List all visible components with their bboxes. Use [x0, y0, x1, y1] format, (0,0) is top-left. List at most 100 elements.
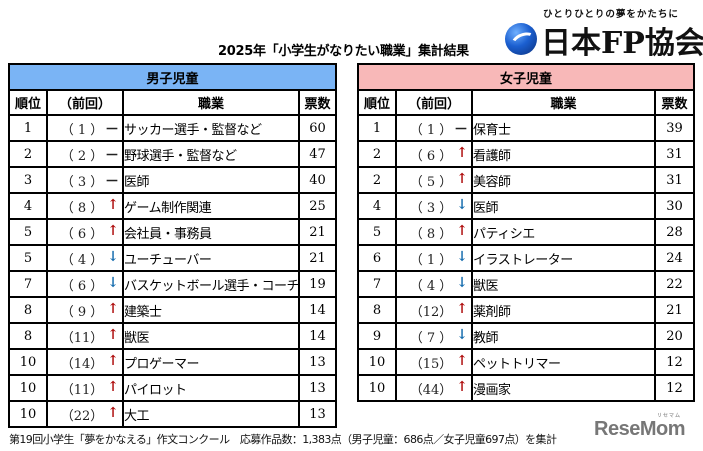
previous-rank-cell: （ 1 ）－: [46, 114, 124, 142]
rank-cell: 2: [357, 140, 397, 168]
previous-rank-cell: （15） ↑: [395, 348, 473, 376]
table-row: 3 （ 3 ）－医師 40: [8, 166, 338, 194]
previous-rank: （44）: [409, 382, 453, 398]
rank-cell: 4: [8, 192, 48, 220]
previous-rank: （ 8 ）: [409, 226, 453, 242]
votes-cell: 31: [653, 166, 696, 194]
table-row: 7 （ 4 ） ↓ 獣医 22: [357, 270, 696, 298]
job-cell: 薬剤師: [471, 296, 656, 324]
previous-rank: （11）: [60, 330, 104, 346]
previous-rank-cell: （ 5 ） ↑: [395, 166, 473, 194]
table-row: 8 （ 9 ） ↑ 建築士 14: [8, 296, 338, 324]
logo-name: 日本FP協会: [541, 26, 703, 61]
previous-rank-cell: （ 6 ） ↑: [46, 218, 124, 246]
job-cell: 野球選手・監督など: [122, 140, 300, 168]
previous-rank-cell: （11） ↑: [46, 374, 124, 402]
rank-cell: 8: [8, 296, 48, 324]
arrow-up-icon: ↑: [107, 223, 119, 239]
watermark-sub: リセマム: [656, 413, 681, 419]
votes-cell: 25: [297, 192, 338, 220]
previous-rank: （ 1 ）: [409, 252, 453, 268]
votes-cell: 19: [297, 270, 338, 298]
votes-cell: 14: [297, 296, 338, 324]
previous-rank-cell: （ 7 ） ↓: [395, 322, 473, 350]
previous-rank: （ 2 ）: [60, 148, 104, 164]
rank-cell: 4: [357, 192, 397, 220]
dash-icon: －: [454, 122, 468, 138]
arrow-down-icon: ↓: [456, 249, 468, 265]
rank-cell: 10: [357, 348, 397, 376]
table-row: 10 （44） ↑ 漫画家 12: [357, 374, 696, 402]
votes-cell: 20: [653, 322, 696, 350]
arrow-up-icon: ↑: [107, 405, 119, 421]
votes-cell: 13: [297, 374, 338, 402]
rank-cell: 3: [8, 166, 48, 194]
boys-ranking-table: 男子児童 順位 （前回） 職業 票数 1 （ 1 ）－サッカー選手・監督など 60 2…: [7, 63, 338, 428]
rank-cell: 5: [8, 218, 48, 246]
boys-header: 男子児童: [7, 63, 338, 91]
previous-rank-cell: （ 9 ） ↑: [46, 296, 124, 324]
job-cell: パイロット: [122, 374, 300, 402]
rank-cell: 8: [8, 322, 48, 350]
job-cell: 看護師: [471, 140, 656, 168]
column-votes: 票数: [653, 89, 696, 116]
previous-rank: （ 1 ）: [60, 122, 104, 138]
previous-rank-cell: （ 1 ）－: [395, 114, 473, 142]
arrow-down-icon: ↓: [456, 327, 468, 343]
job-cell: 美容師: [471, 166, 656, 194]
rank-cell: 10: [8, 400, 48, 428]
job-cell: プロゲーマー: [122, 348, 300, 376]
rank-cell: 10: [8, 348, 48, 376]
job-cell: 保育士: [471, 114, 656, 142]
arrow-up-icon: ↑: [456, 171, 468, 187]
table-row: 10 （11） ↑ パイロット 13: [8, 374, 338, 402]
table-row: 4 （ 3 ） ↓ 医師 30: [357, 192, 696, 220]
previous-rank: （ 5 ）: [409, 174, 453, 190]
column-votes: 票数: [297, 89, 338, 116]
previous-rank-cell: （ 6 ） ↑: [395, 140, 473, 168]
job-cell: ゲーム制作関連: [122, 192, 300, 220]
previous-rank-cell: （ 3 ）－: [46, 166, 124, 194]
arrow-up-icon: ↑: [107, 327, 119, 343]
rank-cell: 6: [357, 244, 397, 272]
table-row: 5 （ 6 ） ↑ 会社員・事務員 21: [8, 218, 338, 246]
previous-rank: （ 9 ）: [60, 304, 104, 320]
table-row: 10 （14） ↑ プロゲーマー 13: [8, 348, 338, 376]
column-rank: 順位: [357, 89, 397, 116]
previous-rank-cell: （ 8 ） ↑: [46, 192, 124, 220]
page-title: 2025年「小学生がなりたい職業」集計結果: [218, 44, 469, 59]
arrow-down-icon: ↓: [107, 249, 119, 265]
previous-rank: （15）: [409, 356, 453, 372]
table-row: 1 （ 1 ）－サッカー選手・監督など 60: [8, 114, 338, 142]
previous-rank-cell: （ 4 ） ↓: [395, 270, 473, 298]
votes-cell: 40: [297, 166, 338, 194]
arrow-up-icon: ↑: [456, 379, 468, 395]
dash-icon: －: [105, 174, 119, 190]
previous-rank-cell: （ 6 ） ↓: [46, 270, 124, 298]
column-job: 職業: [471, 89, 656, 116]
table-row: 9 （ 7 ） ↓ 教師 20: [357, 322, 696, 350]
rank-cell: 1: [8, 114, 48, 142]
previous-rank: （22）: [60, 408, 104, 424]
rank-cell: 1: [357, 114, 397, 142]
previous-rank-cell: （14） ↑: [46, 348, 124, 376]
arrow-down-icon: ↓: [107, 275, 119, 291]
previous-rank: （14）: [60, 356, 104, 372]
job-cell: ペットトリマー: [471, 348, 656, 376]
resemom-watermark: ReseMom リセマム: [594, 413, 685, 441]
previous-rank: （ 7 ）: [409, 330, 453, 346]
votes-cell: 21: [297, 218, 338, 246]
rank-cell: 7: [357, 270, 397, 298]
table-row: 7 （ 6 ） ↓ バスケットボール選手・コーチ 19: [8, 270, 338, 298]
votes-cell: 30: [653, 192, 696, 220]
rank-cell: 5: [8, 244, 48, 272]
table-row: 2 （ 5 ） ↑ 美容師 31: [357, 166, 696, 194]
job-cell: 漫画家: [471, 374, 656, 402]
table-row: 10 （22） ↑ 大工 13: [8, 400, 338, 428]
votes-cell: 21: [653, 296, 696, 324]
previous-rank: （ 6 ）: [60, 226, 104, 242]
table-row: 4 （ 8 ） ↑ ゲーム制作関連 25: [8, 192, 338, 220]
previous-rank-cell: （ 3 ） ↓: [395, 192, 473, 220]
arrow-up-icon: ↑: [107, 301, 119, 317]
column-job: 職業: [122, 89, 300, 116]
